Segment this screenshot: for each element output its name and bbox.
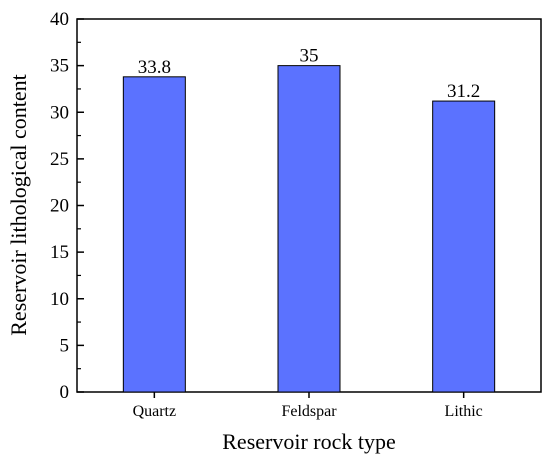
y-axis: 0 5 10 15 20 25 30 35 40 <box>50 9 84 403</box>
y-tick-label: 25 <box>50 149 69 170</box>
x-tick-label-feldspar: Feldspar <box>281 403 337 420</box>
data-label-feldspar: 35 <box>300 46 319 67</box>
y-axis-title: Reservoir lithological content <box>6 74 31 336</box>
data-label-lithic: 31.2 <box>447 81 480 102</box>
bar-feldspar <box>277 65 341 393</box>
y-tick-label: 15 <box>50 242 69 263</box>
y-tick-label: 10 <box>50 289 69 310</box>
bar-lithic <box>432 100 496 393</box>
y-tick-label: 20 <box>50 196 69 217</box>
x-tick-label-quartz: Quartz <box>133 403 177 420</box>
x-axis-title: Reservoir rock type <box>222 429 396 454</box>
y-tick-label: 35 <box>50 56 69 77</box>
y-tick-label: 30 <box>50 102 69 123</box>
y-tick-label: 0 <box>60 382 70 403</box>
data-label-quartz: 33.8 <box>138 57 171 78</box>
x-axis: Quartz Feldspar Lithic <box>133 392 483 420</box>
y-tick-label: 40 <box>50 9 69 30</box>
bars: 33.8 35 31.2 <box>122 46 496 393</box>
x-tick-label-lithic: Lithic <box>445 403 483 420</box>
y-tick-label: 5 <box>60 335 70 356</box>
bar-quartz <box>122 76 186 393</box>
